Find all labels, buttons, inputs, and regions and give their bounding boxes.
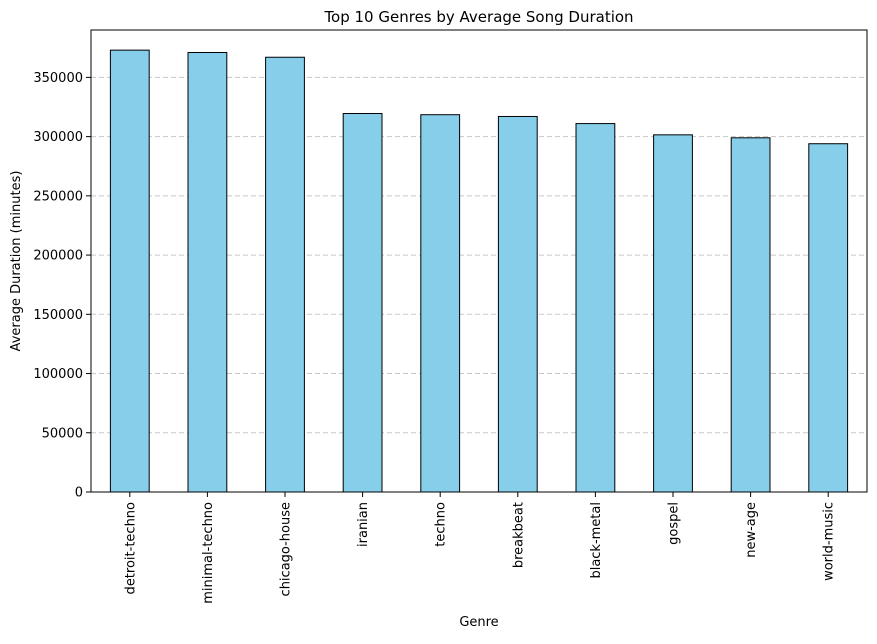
y-tick-label: 350000 <box>33 71 83 86</box>
y-tick-label: 150000 <box>33 308 83 323</box>
bar-detroit-techno <box>109 49 150 493</box>
x-tick-label: world-music <box>822 502 837 581</box>
x-tick-label: black-metal <box>589 502 604 579</box>
bar-black-metal <box>575 123 616 493</box>
chart-title: Top 10 Genres by Average Song Duration <box>323 8 633 26</box>
bar-chicago-house <box>265 56 305 493</box>
y-axis-label: Average Duration (minutes) <box>9 171 24 352</box>
plot-frame <box>90 29 868 493</box>
bars <box>109 49 849 493</box>
x-tick-label: iranian <box>356 502 371 547</box>
x-axis-label: Genre <box>459 615 498 630</box>
x-tick-label: gospel <box>667 502 682 545</box>
y-axis: 0 50000 100000 150000 200000 250000 300000 3500… <box>33 71 91 501</box>
y-tick-label: 50000 <box>42 426 83 441</box>
x-tick-label: chicago-house <box>279 502 294 596</box>
y-tick-label: 200000 <box>33 249 83 264</box>
bar-minimal-techno <box>187 52 228 493</box>
x-tick-label: minimal-techno <box>201 502 216 604</box>
x-tick-label: breakbeat <box>511 502 526 568</box>
y-tick-label: 300000 <box>33 130 83 145</box>
bar-world-music <box>808 143 849 493</box>
x-tick-label: detroit-techno <box>123 502 138 594</box>
y-tick-label: 100000 <box>33 367 83 382</box>
bar-gospel <box>653 134 693 493</box>
x-tick-label: techno <box>434 502 449 547</box>
y-tick-label: 250000 <box>33 189 83 204</box>
y-tick-label: 0 <box>75 486 83 501</box>
bar-new-age <box>730 137 771 493</box>
bar-techno <box>420 114 461 493</box>
x-axis: detroit-techno minimal-techno chicago-hous… <box>123 492 837 604</box>
x-tick-label: new-age <box>744 502 759 558</box>
bar-breakbeat <box>497 115 538 493</box>
bar-iranian <box>342 113 383 493</box>
